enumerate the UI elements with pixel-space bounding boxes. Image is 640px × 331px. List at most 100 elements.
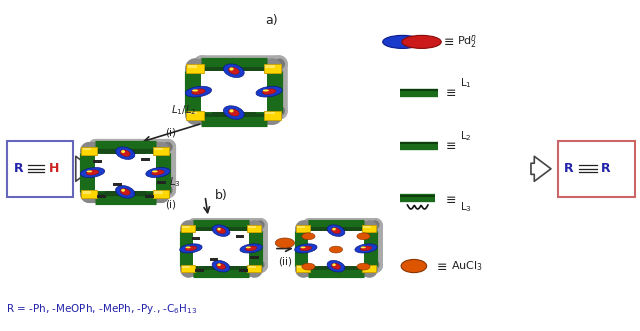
Ellipse shape	[146, 167, 170, 177]
Bar	[266, 67, 279, 74]
Text: (i): (i)	[166, 199, 177, 209]
Bar	[182, 227, 193, 233]
Bar	[364, 227, 374, 233]
Text: R = -Ph, -MeOPh, -MePh, -Py., -C$_6$H$_{13}$: R = -Ph, -MeOPh, -MePh, -Py., -C$_6$H$_{…	[6, 302, 197, 316]
Ellipse shape	[186, 247, 191, 248]
Text: $\equiv$: $\equiv$	[444, 193, 457, 206]
Ellipse shape	[327, 260, 345, 272]
Bar	[153, 147, 169, 155]
Text: $\equiv$: $\equiv$	[441, 35, 454, 48]
Bar	[296, 225, 310, 232]
Ellipse shape	[212, 260, 230, 272]
Bar	[83, 191, 92, 194]
Circle shape	[275, 238, 294, 248]
Ellipse shape	[120, 189, 130, 195]
Ellipse shape	[223, 64, 244, 77]
Bar	[182, 267, 193, 273]
Bar	[188, 114, 202, 120]
Ellipse shape	[152, 170, 164, 175]
Ellipse shape	[246, 247, 251, 248]
Bar	[180, 225, 195, 232]
Bar	[188, 65, 197, 68]
Bar	[201, 71, 266, 112]
Text: R: R	[13, 162, 23, 175]
Bar	[186, 111, 204, 120]
Ellipse shape	[86, 170, 99, 175]
Bar	[363, 265, 371, 268]
Bar	[296, 265, 310, 272]
Text: $\mathrm{L_2}$: $\mathrm{L_2}$	[460, 130, 472, 143]
Bar	[248, 265, 256, 268]
Bar	[298, 227, 308, 233]
Ellipse shape	[355, 244, 377, 253]
Ellipse shape	[116, 186, 135, 198]
Ellipse shape	[218, 263, 221, 266]
Ellipse shape	[360, 246, 372, 251]
Bar	[364, 267, 374, 273]
Text: $\equiv$: $\equiv$	[444, 139, 457, 152]
Bar	[188, 112, 197, 114]
Ellipse shape	[180, 244, 202, 253]
Ellipse shape	[81, 167, 105, 177]
Bar	[246, 265, 261, 272]
Ellipse shape	[332, 228, 336, 230]
Bar	[266, 65, 275, 68]
Ellipse shape	[116, 147, 135, 160]
Bar	[248, 227, 259, 233]
Text: $\mathrm{Pd}^n_2$: $\mathrm{Pd}^n_2$	[458, 33, 477, 50]
Bar	[83, 193, 95, 199]
Ellipse shape	[240, 244, 262, 253]
Circle shape	[330, 246, 342, 253]
Bar	[193, 231, 249, 266]
Ellipse shape	[121, 150, 125, 153]
Ellipse shape	[332, 228, 340, 234]
Bar	[557, 141, 635, 197]
Text: $L_1/L_2$: $L_1/L_2$	[172, 103, 197, 117]
Bar	[83, 150, 95, 156]
Ellipse shape	[332, 263, 340, 269]
Ellipse shape	[192, 89, 198, 92]
Bar	[362, 225, 376, 232]
Bar	[297, 226, 305, 228]
Circle shape	[357, 263, 370, 270]
Bar	[248, 267, 259, 273]
Bar	[362, 265, 376, 272]
Ellipse shape	[228, 67, 239, 74]
Bar	[297, 265, 305, 268]
Bar	[155, 150, 167, 156]
Bar	[298, 267, 308, 273]
Ellipse shape	[186, 86, 212, 97]
Ellipse shape	[86, 170, 92, 172]
Ellipse shape	[300, 247, 306, 248]
Bar	[81, 147, 97, 155]
Ellipse shape	[262, 89, 276, 94]
Bar	[81, 190, 97, 199]
Text: H: H	[49, 162, 59, 175]
Text: $\mathrm{L_1}$: $\mathrm{L_1}$	[460, 76, 472, 90]
Bar	[246, 225, 261, 232]
Ellipse shape	[383, 35, 422, 48]
Ellipse shape	[120, 150, 130, 157]
Bar	[248, 226, 256, 228]
Ellipse shape	[228, 109, 239, 116]
Bar	[180, 265, 195, 272]
Ellipse shape	[402, 35, 441, 48]
Text: $\equiv$: $\equiv$	[435, 260, 448, 272]
Bar	[266, 112, 275, 114]
Bar	[95, 154, 156, 191]
Bar	[308, 231, 364, 266]
Ellipse shape	[256, 86, 282, 97]
Ellipse shape	[300, 246, 312, 251]
Ellipse shape	[121, 189, 125, 192]
Ellipse shape	[327, 225, 345, 236]
Bar	[7, 141, 73, 197]
Ellipse shape	[152, 170, 157, 172]
Ellipse shape	[216, 228, 226, 234]
Text: b): b)	[214, 189, 227, 202]
Ellipse shape	[245, 246, 257, 251]
Bar	[188, 67, 202, 74]
Bar	[83, 148, 92, 150]
Bar	[154, 148, 163, 150]
Ellipse shape	[218, 228, 221, 230]
Ellipse shape	[294, 244, 317, 253]
